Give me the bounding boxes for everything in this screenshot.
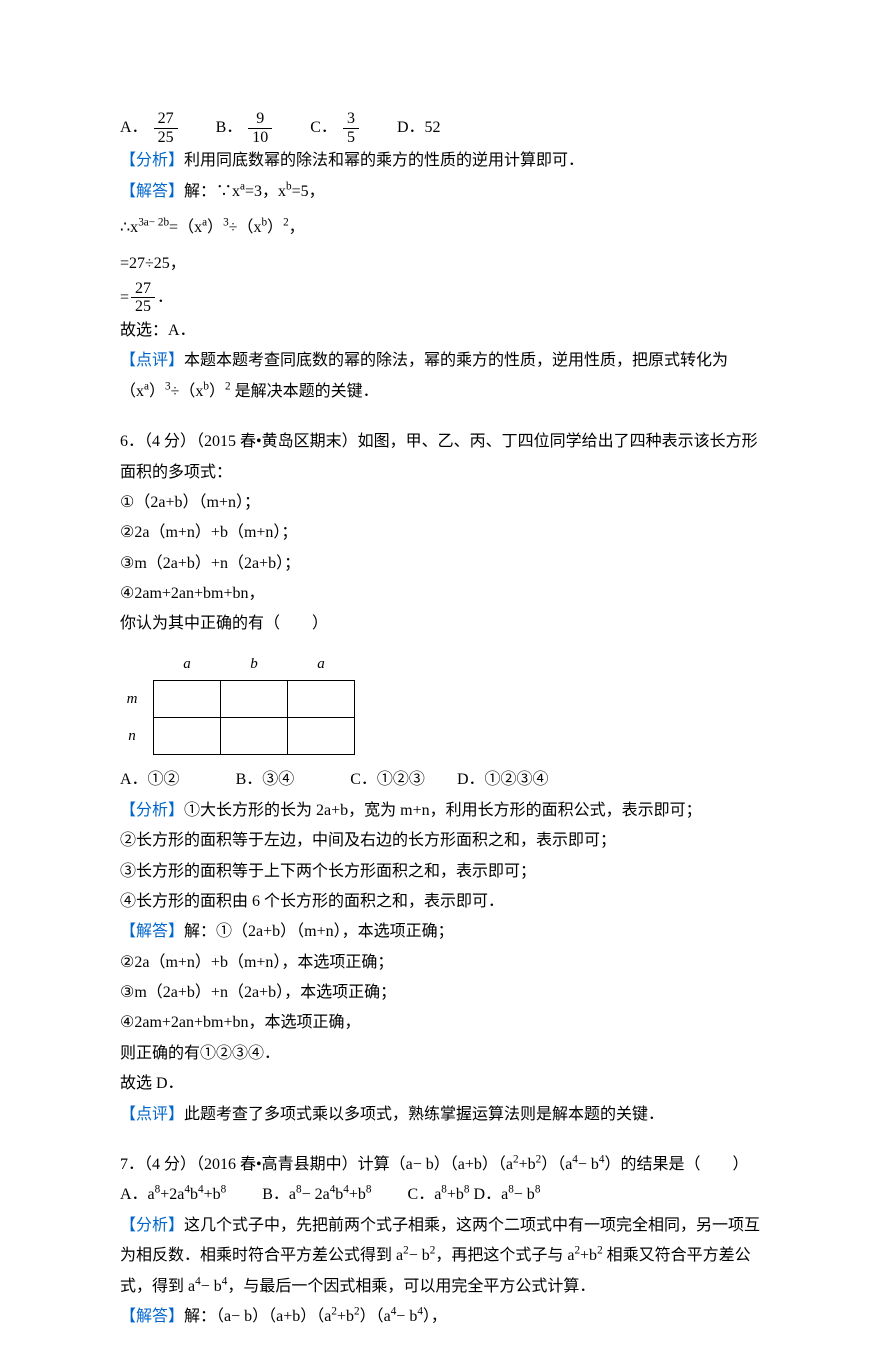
q6-title: 6．（4 分）（2015 春•黄岛区期末）如图，甲、乙、丙、丁四位同学给出了四种… — [120, 427, 772, 488]
q6-options: A．①② B．③④ C．①②③ D．①②③④ — [120, 765, 772, 795]
opt-B-frac: 9 10 — [248, 110, 272, 146]
q6-solve-5: 则正确的有①②③④． — [120, 1039, 772, 1069]
opt-B-label: B． — [216, 119, 243, 136]
rectangle-diagram: a b a m n — [120, 650, 772, 756]
cell-n-b — [221, 718, 288, 755]
q7-optB: B．a8− 2a4b4+b8 — [262, 1186, 371, 1203]
opt-C-label: C． — [310, 119, 337, 136]
cell-m-b — [221, 681, 288, 718]
opt-A-frac: 27 25 — [154, 110, 178, 146]
q7-analysis: 【分析】这几个式子中，先把前两个式子相乘，这两个二项式中有一项完全相同，另一项互… — [120, 1211, 772, 1302]
q6-solve-4: ④2am+2an+bm+bn，本选项正确， — [120, 1008, 772, 1038]
q7-optA: A．a8+2a4b4+b8 — [120, 1186, 226, 1203]
q6-o1: ①（2a+b）（m+n）； — [120, 488, 772, 518]
analysis-label: 【分析】 — [120, 802, 184, 819]
cell-n-a2 — [288, 718, 355, 755]
q6-remark: 【点评】此题考查了多项式乘以多项式，熟练掌握运算法则是解本题的关键． — [120, 1100, 772, 1130]
q5-solve-r2: ∴x3a− 2b=（xa）3÷（xb）2， — [120, 213, 772, 243]
solve-label: 【解答】 — [120, 923, 184, 940]
q6-optC: C．①②③ — [350, 771, 425, 788]
col-label-b: b — [221, 650, 288, 681]
q5-pick: 故选：A． — [120, 316, 772, 346]
q6-ask: 你认为其中正确的有（ ） — [120, 609, 772, 639]
q6-solve-1: 【解答】解：①（2a+b）（m+n），本选项正确； — [120, 917, 772, 947]
q5-analysis: 【分析】利用同底数幂的除法和幂的乘方的性质的逆用计算即可． — [120, 146, 772, 176]
q6-o4: ④2am+2an+bm+bn， — [120, 579, 772, 609]
solve-label: 【解答】 — [120, 1308, 184, 1325]
q5-remark: 【点评】本题本题考查同底数的幂的除法，幂的乘方的性质，逆用性质，把原式转化为（x… — [120, 346, 772, 407]
cell-m-a1 — [154, 681, 221, 718]
q6-analysis-1: 【分析】①大长方形的长为 2a+b，宽为 m+n，利用长方形的面积公式，表示即可… — [120, 796, 772, 826]
col-label-a1: a — [154, 650, 221, 681]
q6-o3: ③m（2a+b）+n（2a+b）； — [120, 549, 772, 579]
q6-optA: A．①② — [120, 771, 180, 788]
analysis-label: 【分析】 — [120, 152, 184, 169]
q6-solve-3: ③m（2a+b）+n（2a+b），本选项正确； — [120, 978, 772, 1008]
q7-options: A．a8+2a4b4+b8 B．a8− 2a4b4+b8 C．a8+b8 D．a… — [120, 1180, 772, 1210]
analysis-label: 【分析】 — [120, 1217, 184, 1234]
q5-solve-r3: =27÷25， — [120, 249, 772, 279]
remark-label: 【点评】 — [120, 352, 184, 369]
q7-optC: C．a8+b8 — [408, 1186, 470, 1203]
q7-optD: D．a8− b8 — [474, 1186, 541, 1203]
q6-analysis-2: ②长方形的面积等于左边，中间及右边的长方形面积之和，表示即可； — [120, 826, 772, 856]
col-label-a2: a — [288, 650, 355, 681]
analysis-text: 利用同底数幂的除法和幂的乘方的性质的逆用计算即可． — [184, 152, 584, 169]
cell-n-a1 — [154, 718, 221, 755]
cell-m-a2 — [288, 681, 355, 718]
q6-pick: 故选 D． — [120, 1069, 772, 1099]
q6-analysis-4: ④长方形的面积由 6 个长方形的面积之和，表示即可． — [120, 887, 772, 917]
q6-o2: ②2a（m+n）+b（m+n）； — [120, 518, 772, 548]
row-label-m: m — [120, 681, 154, 718]
q5-solve-r1: 【解答】解：∵xa=3，xb=5， — [120, 177, 772, 207]
opt-D: D．52 — [397, 119, 441, 136]
q5-options: A． 27 25 B． 9 10 C． 3 5 D．52 — [120, 110, 772, 146]
q6-solve-2: ②2a（m+n）+b（m+n），本选项正确； — [120, 948, 772, 978]
q5-solve-r4: =2725． — [120, 280, 772, 316]
opt-C-frac: 3 5 — [343, 110, 359, 146]
row-label-n: n — [120, 718, 154, 755]
q6-optD: D．①②③④ — [457, 771, 549, 788]
solve-label: 【解答】 — [120, 183, 184, 200]
remark-label: 【点评】 — [120, 1106, 184, 1123]
q7-solve: 【解答】解：（a− b）（a+b）（a2+b2）（a4− b4）， — [120, 1302, 772, 1332]
q7-title: 7．（4 分）（2016 春•高青县期中）计算（a− b）（a+b）（a2+b2… — [120, 1150, 772, 1180]
q6-analysis-3: ③长方形的面积等于上下两个长方形面积之和，表示即可； — [120, 857, 772, 887]
opt-A-label: A． — [120, 119, 148, 136]
q6-optB: B．③④ — [236, 771, 295, 788]
